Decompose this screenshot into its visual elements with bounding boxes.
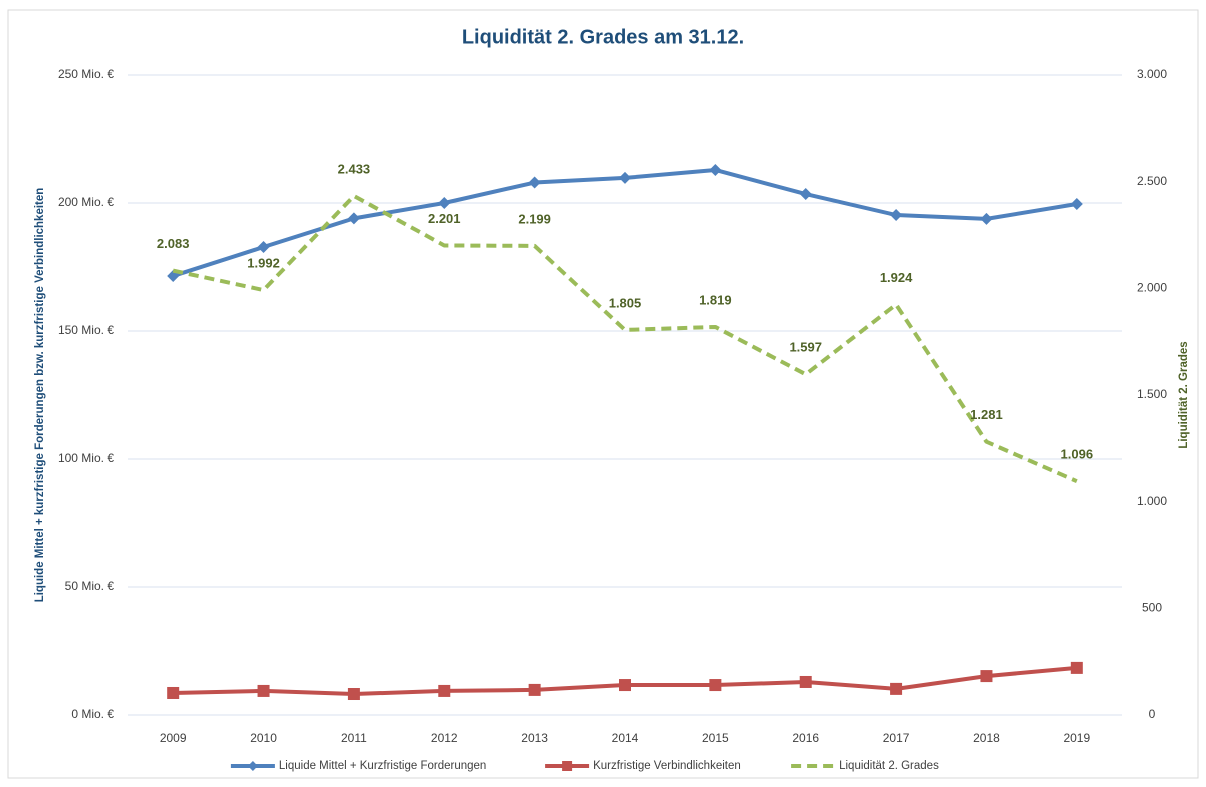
- x-tick-label: 2014: [612, 731, 639, 745]
- data-point: [257, 684, 270, 697]
- data-point: [799, 188, 812, 201]
- data-point: [799, 675, 812, 688]
- data-label: 2.199: [518, 211, 551, 226]
- y-tick-label: 50 Mio. €: [65, 579, 115, 593]
- data-label: 1.597: [789, 340, 822, 355]
- x-tick-label: 2010: [250, 731, 277, 745]
- y2-tick-label: 500: [1142, 601, 1162, 615]
- y-tick-label: 100 Mio. €: [58, 451, 114, 465]
- x-tick-label: 2012: [431, 731, 458, 745]
- data-point: [438, 684, 451, 697]
- y2-axis-label: Liquidität 2. Grades: [1178, 341, 1190, 448]
- data-point: [1070, 661, 1083, 674]
- legend-label: Liquidität 2. Grades: [839, 760, 939, 772]
- data-point: [528, 176, 541, 189]
- x-tick-label: 2018: [973, 731, 1000, 745]
- data-point: [438, 197, 451, 209]
- data-point: [167, 686, 180, 699]
- data-point: [347, 212, 360, 225]
- x-tick-label: 2009: [160, 731, 187, 745]
- data-label: 2.083: [157, 236, 190, 251]
- x-tick-label: 2019: [1063, 731, 1090, 745]
- data-label: 1.281: [970, 407, 1003, 422]
- data-point: [257, 241, 270, 254]
- data-point: [1070, 198, 1083, 211]
- chart-border: [7, 9, 1199, 779]
- data-point: [709, 679, 722, 692]
- y2-tick-label: 3.000: [1137, 67, 1167, 81]
- x-tick-label: 2016: [792, 731, 819, 745]
- x-tick-label: 2015: [702, 731, 729, 745]
- y2-tick-label: 2.500: [1137, 174, 1167, 188]
- data-label: 1.096: [1061, 447, 1094, 462]
- data-point: [980, 670, 993, 683]
- data-label: 2.433: [338, 161, 371, 176]
- series-line: [172, 193, 1078, 484]
- y2-tick-label: 1.000: [1137, 494, 1167, 508]
- data-point: [890, 682, 903, 695]
- y2-tick-label: 0: [1149, 707, 1156, 721]
- x-tick-label: 2013: [521, 731, 548, 745]
- legend-label: Liquide Mittel + Kurzfristige Forderunge…: [279, 760, 486, 772]
- data-label: 2.201: [428, 211, 461, 226]
- data-label: 1.992: [247, 255, 280, 270]
- data-point: [890, 209, 903, 222]
- data-point: [619, 171, 631, 184]
- y2-tick-label: 2.000: [1137, 281, 1167, 295]
- chart-title: Liquidität 2. Grades am 31.12.: [462, 26, 744, 48]
- data-point: [619, 679, 631, 692]
- x-tick-label: 2011: [341, 731, 367, 745]
- y-tick-label: 150 Mio. €: [58, 323, 114, 337]
- legend-marker: [247, 761, 258, 771]
- data-point: [709, 163, 722, 176]
- data-label: 1.805: [609, 295, 642, 310]
- data-point: [528, 683, 541, 696]
- data-point: [980, 212, 993, 225]
- y2-tick-label: 1.500: [1137, 387, 1167, 401]
- x-tick-label: 2017: [883, 731, 910, 745]
- y-tick-label: 200 Mio. €: [58, 195, 114, 209]
- data-point: [347, 688, 360, 701]
- data-label: 1.819: [699, 292, 732, 307]
- y-tick-label: 0 Mio. €: [71, 707, 114, 721]
- y-tick-label: 250 Mio. €: [58, 67, 114, 81]
- data-label: 1.924: [880, 270, 913, 285]
- y-axis-label: Liquide Mittel + kurzfristige Forderunge…: [34, 188, 46, 603]
- legend-label: Kurzfristige Verbindlichkeiten: [593, 760, 741, 772]
- legend-marker: [562, 761, 573, 771]
